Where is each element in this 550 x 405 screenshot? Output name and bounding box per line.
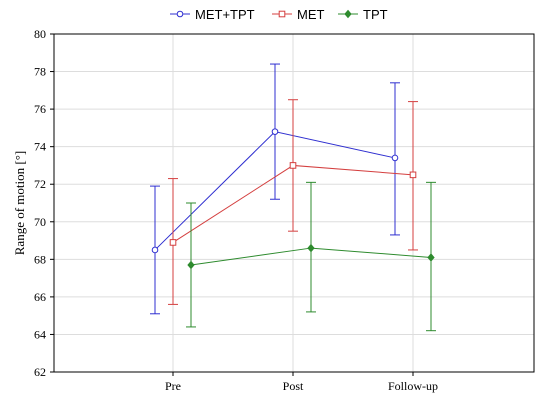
y-tick-label: 78 (34, 65, 46, 79)
y-tick-label: 74 (34, 140, 46, 154)
legend-label: TPT (363, 7, 388, 22)
y-tick-label: 80 (34, 27, 46, 41)
y-tick-label: 66 (34, 290, 46, 304)
data-point (169, 239, 177, 246)
y-tick-label: 72 (34, 177, 46, 191)
y-tick-label: 70 (34, 215, 46, 229)
legend-marker (344, 9, 352, 19)
legend-label: MET+TPT (195, 7, 255, 22)
plot-frame (53, 33, 535, 373)
data-point (307, 243, 315, 253)
legend-marker (278, 10, 286, 18)
series-met-tpt (150, 63, 400, 315)
legend-marker (176, 10, 184, 18)
series-tpt (186, 181, 436, 332)
data-point (151, 246, 159, 254)
x-tick-label: Follow-up (388, 379, 438, 393)
legend-item: MET (272, 7, 325, 22)
x-tick-label: Pre (165, 379, 181, 393)
series-met (168, 99, 418, 305)
y-tick-label: 62 (34, 365, 46, 379)
legend: MET+TPT MET TPT (170, 7, 388, 22)
data-point (391, 154, 399, 162)
data-point (427, 253, 435, 262)
legend-item: MET+TPT (170, 7, 255, 22)
data-point (187, 260, 195, 270)
data-point (271, 128, 279, 135)
grid (54, 33, 534, 373)
legend-label: MET (297, 7, 325, 22)
y-tick-label: 68 (34, 252, 46, 266)
data-point (409, 171, 417, 179)
y-tick-label: 76 (34, 102, 46, 116)
legend-item: TPT (338, 7, 388, 22)
series (150, 63, 436, 332)
axes: 62 64 66 68 70 72 74 76 78 80 Pre Post Follow-up (34, 27, 535, 393)
y-tick-label: 64 (34, 327, 46, 341)
data-point (289, 162, 297, 169)
y-axis-label: Range of motion [°] (12, 151, 27, 255)
x-tick-label: Post (283, 379, 304, 393)
